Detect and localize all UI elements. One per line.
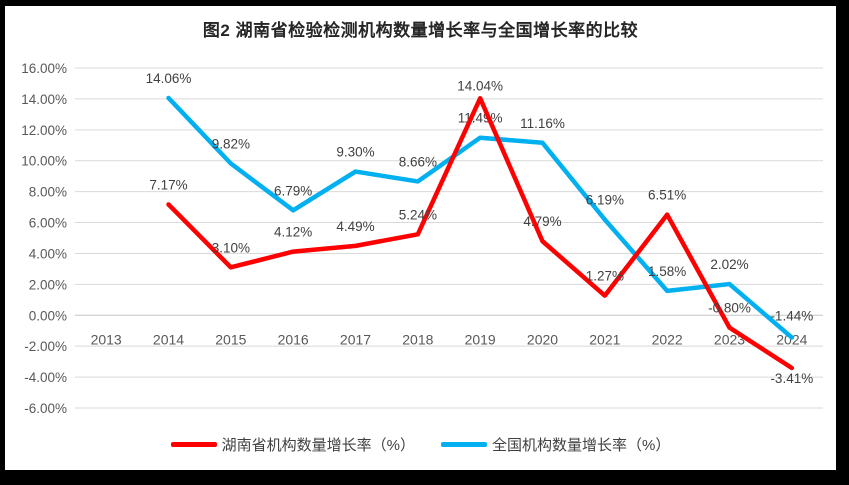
y-axis-tick-label: 4.00% <box>29 246 67 261</box>
legend-label-hunan: 湖南省机构数量增长率（%） <box>221 437 415 454</box>
y-axis-tick-label: -2.00% <box>24 339 67 354</box>
y-axis-tick-label: -4.00% <box>24 370 67 385</box>
line-chart: 16.00% 14.00% 12.00% 10.00% 8.00% 6.00% 4.00% 2… <box>21 61 823 416</box>
legend-label-national: 全国机构数量增长率（%） <box>492 437 671 454</box>
chart-canvas: 图2 湖南省检验检测机构数量增长率与全国增长率的比较 16.00% 14.00% 1… <box>5 6 836 470</box>
data-label: 14.06% <box>146 71 192 86</box>
data-label: 7.17% <box>149 177 187 192</box>
y-axis-tick-label: 12.00% <box>21 123 67 138</box>
x-axis-tick-label: 2013 <box>91 331 122 347</box>
data-label: 2.02% <box>710 257 748 272</box>
x-axis-tick-label: 2017 <box>340 331 371 347</box>
data-label: -0.80% <box>708 301 751 316</box>
data-label: 6.19% <box>586 193 624 208</box>
legend-item-national-series: 全国机构数量增长率（%） <box>441 434 670 455</box>
x-axis-tick-label: 2015 <box>215 331 246 347</box>
data-label: 3.10% <box>212 240 250 255</box>
data-label: 4.79% <box>523 214 561 229</box>
data-label: 5.24% <box>399 207 437 222</box>
x-axis-tick-label: 2014 <box>153 331 184 347</box>
chart-title: 图2 湖南省检验检测机构数量增长率与全国增长率的比较 <box>202 21 639 40</box>
y-axis-tick-label: 10.00% <box>21 154 67 169</box>
y-axis-tick-label: 2.00% <box>29 277 67 292</box>
x-axis-tick-label: 2022 <box>652 331 683 347</box>
data-label: -1.44% <box>770 309 813 324</box>
data-label: 4.12% <box>274 225 312 240</box>
legend-line-swatch-national <box>441 442 487 447</box>
series-line-1 <box>166 95 795 340</box>
chart-legend: 湖南省机构数量增长率（%） 全国机构数量增长率（%） <box>5 434 836 455</box>
y-axis-tick-label: 8.00% <box>29 185 67 200</box>
legend-line-swatch-hunan <box>170 442 217 447</box>
data-label: 11.49% <box>458 111 503 126</box>
data-label: 4.49% <box>336 219 374 234</box>
y-axis-tick-label: 6.00% <box>29 216 67 231</box>
data-label: 14.04% <box>457 78 503 93</box>
legend-item-hunan-series: 湖南省机构数量增长率（%） <box>170 434 415 455</box>
x-axis-tick-label: 2019 <box>465 331 496 347</box>
series-line-0 <box>166 96 795 371</box>
y-axis-tick-label: 0.00% <box>29 308 67 323</box>
x-axis-tick-label: 2021 <box>589 331 620 347</box>
x-axis-tick-label: 2018 <box>402 331 433 347</box>
data-label: 6.51% <box>648 188 686 203</box>
y-axis-tick-label: 14.00% <box>21 92 67 107</box>
data-label: 1.58% <box>648 264 686 279</box>
data-label: 11.16% <box>520 116 565 131</box>
data-label: 9.82% <box>212 137 250 152</box>
y-axis-tick-label: -6.00% <box>24 401 67 416</box>
data-label: 8.66% <box>399 154 437 169</box>
x-axis-tick-label: 2020 <box>527 331 558 347</box>
x-axis-tick-label: 2016 <box>278 331 309 347</box>
data-label: 9.30% <box>336 145 374 160</box>
data-label: 6.79% <box>274 183 312 198</box>
y-axis-tick-label: 16.00% <box>21 61 67 76</box>
data-label: -3.41% <box>770 371 813 386</box>
data-label: 1.27% <box>586 269 624 284</box>
